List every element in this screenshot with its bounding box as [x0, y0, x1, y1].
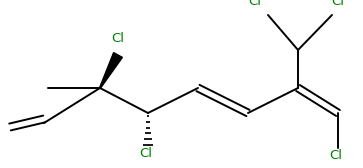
Text: Cl: Cl — [111, 32, 125, 45]
Polygon shape — [99, 53, 122, 88]
Text: Cl: Cl — [330, 149, 343, 162]
Text: Cl: Cl — [249, 0, 261, 8]
Text: Cl: Cl — [139, 147, 152, 160]
Text: Cl: Cl — [331, 0, 344, 8]
